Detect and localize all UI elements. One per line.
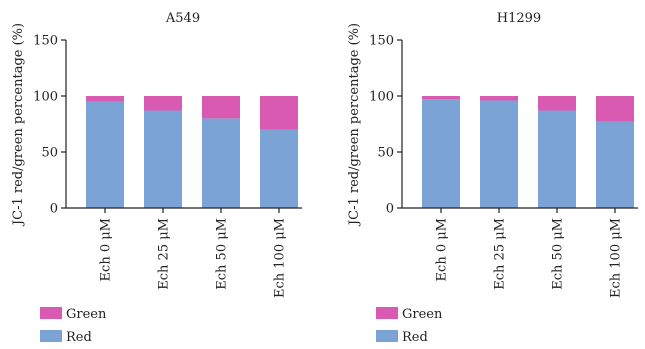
bar-green-1-3	[596, 96, 634, 122]
y-axis-label-0: JC-1 red/green percentage (%)	[11, 23, 26, 227]
legend-swatch-red-1	[376, 330, 398, 342]
legend-label-green-0: Green	[66, 307, 107, 322]
x-tick-label-0-1: Ech 25 μM	[157, 218, 172, 290]
bar-green-1-2	[538, 96, 576, 111]
legend-swatch-green-0	[40, 307, 62, 319]
x-tick-label-0-0: Ech 0 μM	[99, 218, 114, 281]
bar-green-0-3	[260, 96, 298, 130]
y-axis-label-1: JC-1 red/green percentage (%)	[347, 23, 362, 227]
legend-swatch-red-0	[40, 330, 62, 342]
bar-red-0-2	[202, 118, 240, 208]
chart-title-1: H1299	[497, 11, 541, 26]
x-tick-label-0-3: Ech 100 μM	[273, 218, 288, 298]
bar-red-1-1	[480, 100, 518, 208]
y-tick-label-1-1: 50	[377, 146, 394, 161]
chart-title-0: A549	[165, 11, 200, 26]
bar-red-1-3	[596, 121, 634, 208]
y-tick-label-0-1: 50	[41, 146, 58, 161]
bar-green-0-2	[202, 96, 240, 119]
x-tick-label-1-2: Ech 50 μM	[551, 218, 566, 290]
legend-label-red-0: Red	[66, 330, 92, 345]
y-tick-label-1-3: 150	[369, 34, 394, 49]
bar-green-0-0	[86, 96, 124, 102]
bar-green-0-1	[144, 96, 182, 111]
legend-label-red-1: Red	[402, 330, 428, 345]
bar-green-1-1	[480, 96, 518, 101]
bar-red-1-0	[422, 99, 460, 208]
x-tick-label-1-1: Ech 25 μM	[493, 218, 508, 290]
bar-red-0-1	[144, 110, 182, 208]
x-tick-label-1-3: Ech 100 μM	[609, 218, 624, 298]
y-tick-label-0-0: 0	[50, 202, 58, 217]
legend-swatch-green-1	[376, 307, 398, 319]
bar-green-1-0	[422, 96, 460, 100]
bar-red-1-2	[538, 110, 576, 208]
bar-red-0-0	[86, 101, 124, 208]
y-tick-label-0-2: 100	[33, 90, 58, 105]
x-tick-label-0-2: Ech 50 μM	[215, 218, 230, 290]
bar-red-0-3	[260, 129, 298, 208]
legend-label-green-1: Green	[402, 307, 443, 322]
y-tick-label-1-0: 0	[386, 202, 394, 217]
x-tick-label-1-0: Ech 0 μM	[435, 218, 450, 281]
y-tick-label-0-3: 150	[33, 34, 58, 49]
y-tick-label-1-2: 100	[369, 90, 394, 105]
